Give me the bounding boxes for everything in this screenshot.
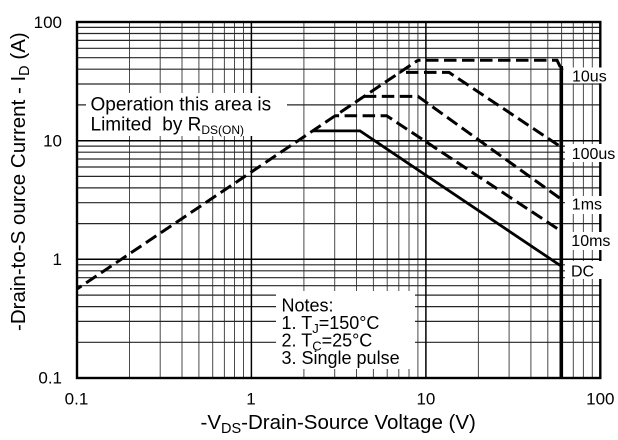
svg-text:10: 10 [416, 390, 435, 409]
svg-text:0.1: 0.1 [38, 369, 62, 388]
svg-text:1: 1 [53, 250, 62, 269]
svg-text:100: 100 [586, 390, 614, 409]
svg-text:3. Single pulse: 3. Single pulse [282, 348, 400, 368]
svg-text:0.1: 0.1 [65, 390, 89, 409]
svg-text:1ms: 1ms [572, 197, 602, 214]
svg-text:2. TC=25°C: 2. TC=25°C [282, 331, 373, 354]
svg-text:-VDS-Drain-Source Voltage (V): -VDS-Drain-Source Voltage (V) [201, 411, 476, 437]
svg-text:-Drain-to-S ource Current - ID: -Drain-to-S ource Current - ID (A) [7, 32, 33, 331]
svg-text:10us: 10us [572, 68, 607, 85]
svg-text:10ms: 10ms [571, 233, 610, 250]
svg-text:Notes:: Notes: [282, 296, 334, 316]
svg-text:10: 10 [43, 131, 62, 150]
svg-text:Operation this area is: Operation this area is [91, 95, 272, 116]
svg-text:1: 1 [246, 390, 255, 409]
svg-text:100us: 100us [572, 146, 616, 163]
svg-text:100: 100 [34, 13, 62, 32]
svg-text:1. TJ=150°C: 1. TJ=150°C [282, 313, 380, 336]
svg-text:DC: DC [571, 263, 594, 280]
